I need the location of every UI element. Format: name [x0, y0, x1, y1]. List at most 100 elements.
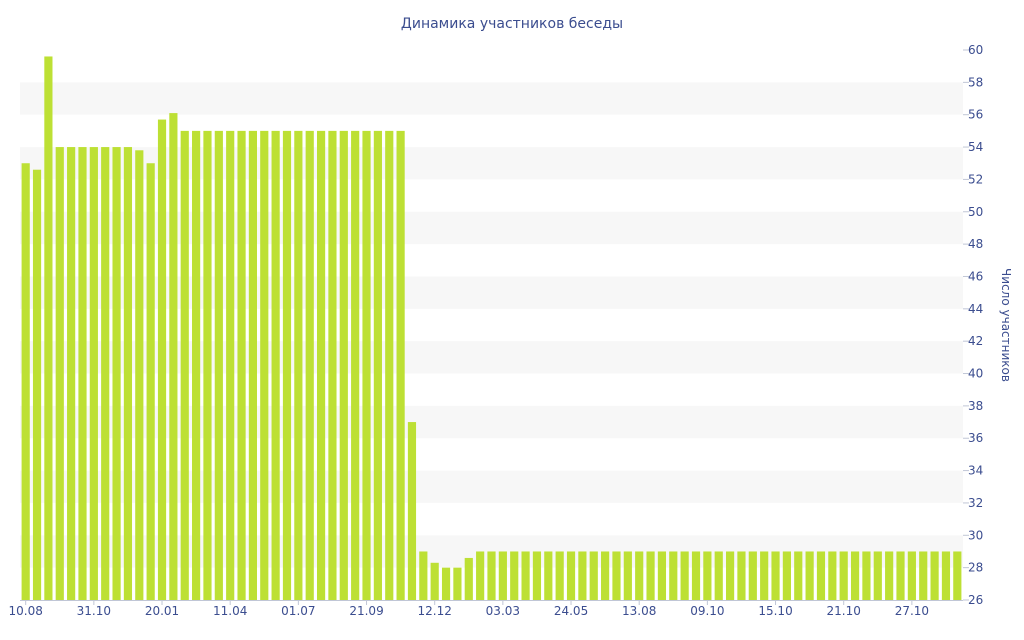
- bar[interactable]: [464, 557, 473, 600]
- bar[interactable]: [214, 130, 223, 600]
- bar[interactable]: [441, 567, 451, 600]
- bar[interactable]: [282, 130, 292, 600]
- bar[interactable]: [771, 551, 780, 600]
- bar[interactable]: [782, 551, 791, 600]
- bar[interactable]: [180, 130, 189, 600]
- bar[interactable]: [362, 130, 371, 600]
- bar[interactable]: [930, 551, 939, 600]
- x-tick-label: 12.12: [418, 604, 452, 618]
- y-tick-label: 36: [968, 431, 983, 445]
- y-tick-label: 34: [968, 464, 983, 478]
- y-tick-label: 56: [968, 108, 983, 122]
- bar[interactable]: [396, 130, 405, 600]
- bar[interactable]: [123, 147, 133, 600]
- bar[interactable]: [669, 551, 678, 600]
- bar[interactable]: [907, 551, 916, 600]
- bar[interactable]: [430, 562, 439, 600]
- bar[interactable]: [498, 551, 507, 600]
- bar[interactable]: [691, 551, 701, 600]
- bar[interactable]: [135, 150, 144, 601]
- x-tick-label: 10.08: [9, 604, 43, 618]
- x-axis-ticks: 10.08 31.10 20.01 11.04 01.07 21.09 12.12 03.03…: [9, 600, 929, 618]
- bar[interactable]: [55, 147, 64, 600]
- bar[interactable]: [657, 551, 667, 600]
- bar[interactable]: [192, 130, 201, 600]
- bar[interactable]: [328, 130, 337, 600]
- bar[interactable]: [896, 551, 905, 600]
- bar[interactable]: [816, 551, 826, 600]
- bar[interactable]: [680, 551, 689, 600]
- bar[interactable]: [794, 551, 803, 600]
- bar[interactable]: [44, 56, 53, 601]
- bar[interactable]: [521, 551, 530, 600]
- bar[interactable]: [726, 551, 735, 600]
- bar[interactable]: [555, 551, 564, 600]
- bar[interactable]: [873, 551, 882, 600]
- bar[interactable]: [839, 551, 848, 600]
- bar[interactable]: [112, 147, 121, 600]
- bar[interactable]: [919, 551, 928, 600]
- bar[interactable]: [373, 130, 382, 600]
- bar[interactable]: [89, 147, 98, 600]
- bar[interactable]: [601, 551, 610, 600]
- bar[interactable]: [532, 551, 542, 600]
- bar[interactable]: [316, 130, 326, 600]
- bar[interactable]: [260, 130, 269, 600]
- bar[interactable]: [487, 551, 496, 600]
- bar[interactable]: [885, 551, 894, 600]
- bar[interactable]: [67, 147, 76, 600]
- bar[interactable]: [635, 551, 644, 600]
- bar[interactable]: [578, 551, 587, 600]
- bar[interactable]: [101, 147, 110, 600]
- bar[interactable]: [78, 147, 87, 600]
- bar[interactable]: [566, 551, 576, 600]
- x-tick-label: 27.10: [895, 604, 929, 618]
- bar[interactable]: [305, 130, 314, 600]
- x-tick-label: 21.10: [827, 604, 861, 618]
- bar[interactable]: [703, 551, 712, 600]
- bar[interactable]: [510, 551, 519, 600]
- bar[interactable]: [203, 130, 212, 600]
- bar[interactable]: [407, 422, 417, 600]
- bar[interactable]: [271, 130, 280, 600]
- bar[interactable]: [21, 163, 30, 601]
- bar[interactable]: [237, 130, 246, 600]
- bar[interactable]: [248, 130, 257, 600]
- bar[interactable]: [476, 551, 485, 600]
- bar[interactable]: [953, 551, 962, 600]
- x-tick-label: 13.08: [622, 604, 656, 618]
- bar[interactable]: [850, 551, 860, 600]
- bar[interactable]: [714, 551, 723, 600]
- y-tick-label: 48: [968, 237, 983, 251]
- bar[interactable]: [748, 551, 757, 600]
- bar[interactable]: [760, 551, 769, 600]
- bar[interactable]: [157, 119, 167, 600]
- bar[interactable]: [589, 551, 598, 600]
- bar[interactable]: [612, 551, 621, 600]
- bar[interactable]: [169, 113, 178, 600]
- bar[interactable]: [294, 130, 303, 600]
- bar[interactable]: [941, 551, 951, 600]
- bar[interactable]: [146, 163, 155, 601]
- bar[interactable]: [339, 130, 348, 600]
- x-tick-label: 21.09: [349, 604, 383, 618]
- y-tick-label: 60: [968, 43, 983, 57]
- bar[interactable]: [351, 130, 360, 600]
- bar[interactable]: [805, 551, 814, 600]
- bar[interactable]: [544, 551, 553, 600]
- bar[interactable]: [862, 551, 871, 600]
- bar[interactable]: [737, 551, 746, 600]
- bar[interactable]: [646, 551, 655, 600]
- grid-band: [20, 82, 963, 115]
- bar[interactable]: [226, 130, 235, 600]
- bar[interactable]: [828, 551, 837, 600]
- bar[interactable]: [453, 567, 462, 600]
- y-tick-label: 44: [968, 302, 983, 316]
- bar[interactable]: [623, 551, 632, 600]
- x-tick-label: 01.07: [281, 604, 315, 618]
- x-tick-label: 03.03: [486, 604, 520, 618]
- bar[interactable]: [32, 169, 42, 600]
- bar[interactable]: [419, 551, 428, 600]
- bar[interactable]: [385, 130, 394, 600]
